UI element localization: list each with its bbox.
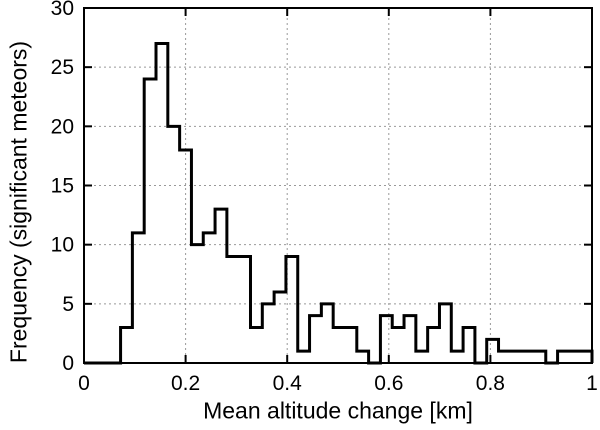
x-tick-label: 0.2 (171, 372, 200, 395)
plot-frame (83, 7, 593, 364)
x-tick-label: 0.8 (476, 372, 505, 395)
y-axis-title: Frequency (significant meteors) (5, 40, 32, 364)
x-axis-title: Mean altitude change [km] (203, 397, 473, 424)
x-tick-label: 0.4 (273, 372, 303, 395)
y-tick-label: 10 (51, 234, 74, 257)
x-tick-label: 0 (78, 372, 90, 395)
y-tick-label: 5 (62, 293, 74, 316)
y-tick-label: 30 (51, 0, 74, 20)
x-tick-label: 0.6 (374, 372, 403, 395)
y-tick-label: 15 (51, 175, 74, 198)
histogram-step-line (84, 42, 594, 365)
x-tick-label: 1 (586, 372, 598, 395)
y-tick-label: 20 (51, 115, 74, 138)
y-tick-label: 25 (51, 56, 74, 79)
y-tick-label: 0 (62, 352, 74, 375)
